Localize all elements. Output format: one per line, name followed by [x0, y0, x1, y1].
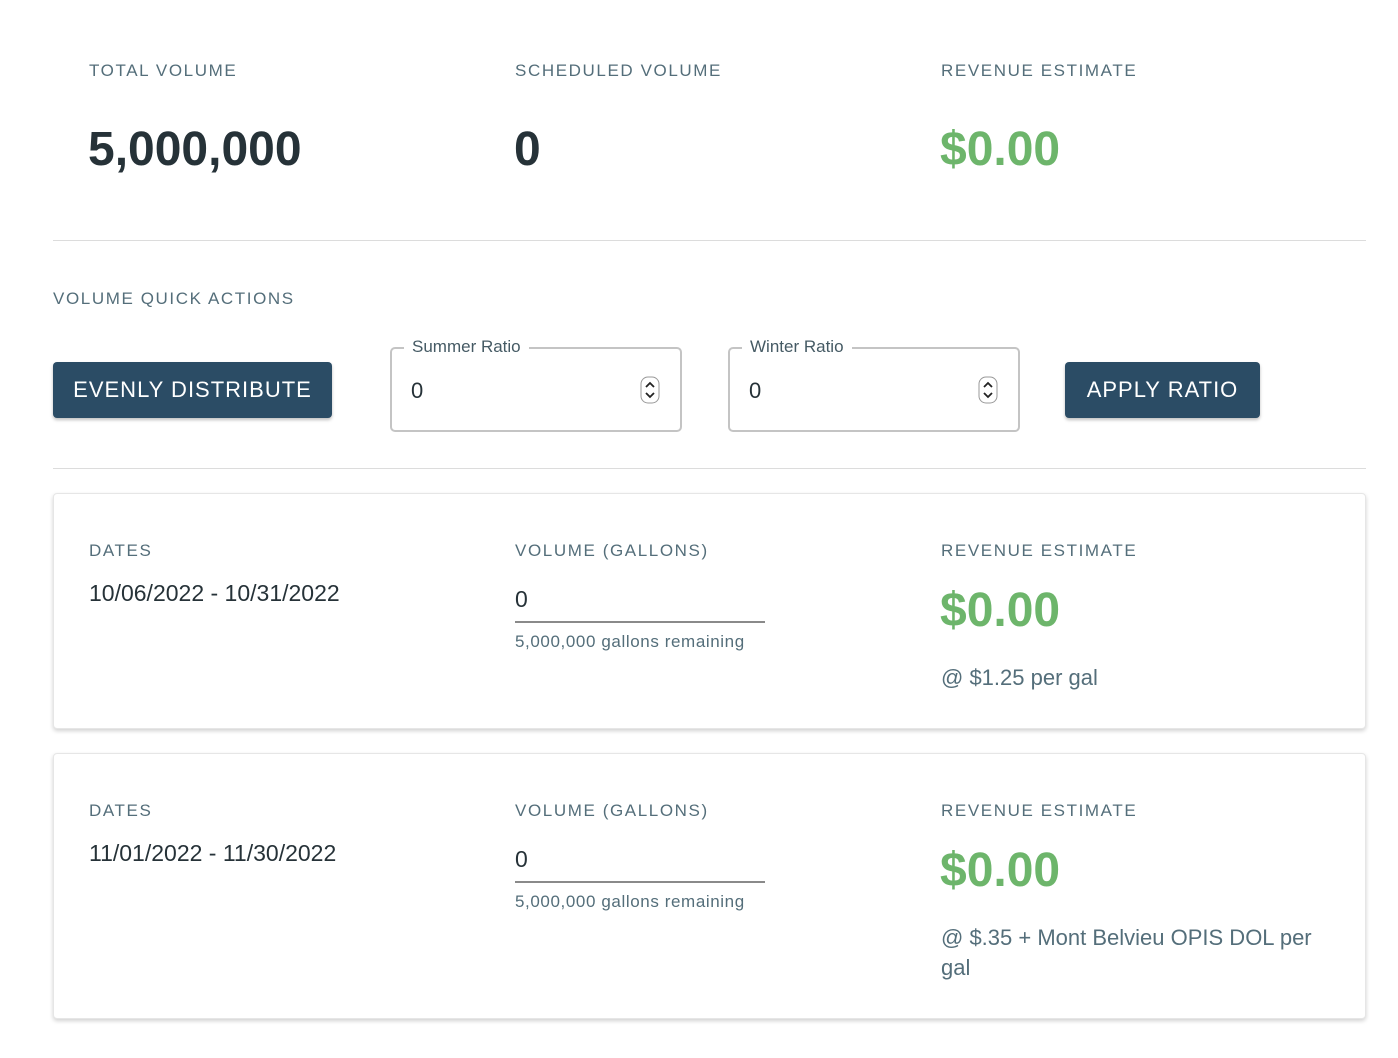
- input-underline: [515, 621, 765, 623]
- spinner[interactable]: [978, 376, 998, 404]
- summary-label: SCHEDULED VOLUME: [515, 61, 722, 80]
- apply-button[interactable]: APPLY RATIO: [1065, 362, 1260, 418]
- remaining: 5,000,000 gallons remaining: [515, 892, 745, 911]
- revenue-label: REVENUE ESTIMATE: [941, 801, 1138, 820]
- spinner[interactable]: [640, 376, 660, 404]
- period-card: DATES 11/01/2022 - 11/30/2022 VOLUME (GA…: [53, 753, 1366, 1019]
- summary-label: TOTAL VOLUME: [89, 61, 238, 80]
- summary-label: REVENUE ESTIMATE: [941, 61, 1138, 80]
- input-underline: [515, 881, 765, 883]
- revenue: $0.00: [940, 584, 1061, 637]
- volume-label: VOLUME (GALLONS): [515, 801, 709, 820]
- field-label: Summer Ratio: [404, 337, 529, 357]
- remaining: 5,000,000 gallons remaining: [515, 632, 745, 651]
- dates-label: DATES: [89, 801, 153, 820]
- section-title: VOLUME QUICK ACTIONS: [53, 289, 295, 308]
- summary-value: 0: [514, 123, 541, 176]
- summary-value: $0.00: [940, 123, 1061, 176]
- volume-input[interactable]: 0: [515, 586, 528, 612]
- divider: [53, 240, 1366, 241]
- field-value: 0: [411, 378, 424, 403]
- revenue-label: REVENUE ESTIMATE: [941, 541, 1138, 560]
- dates: 11/01/2022 - 11/30/2022: [89, 840, 337, 866]
- dates-label: DATES: [89, 541, 153, 560]
- volume-input[interactable]: 0: [515, 846, 528, 872]
- revenue: $0.00: [940, 844, 1061, 897]
- rate: @ $.35 + Mont Belvieu OPIS DOL per gal: [941, 925, 1312, 980]
- summary-value: 5,000,000: [88, 123, 302, 176]
- dates: 10/06/2022 - 10/31/2022: [89, 580, 340, 606]
- volume-label: VOLUME (GALLONS): [515, 541, 709, 560]
- field-label: Winter Ratio: [742, 337, 852, 357]
- summer-field[interactable]: Summer Ratio 0: [390, 337, 682, 432]
- rate: @ $1.25 per gal: [941, 665, 1098, 690]
- field-value: 0: [749, 378, 762, 403]
- winter-field[interactable]: Winter Ratio 0: [728, 337, 1020, 432]
- evenly-button[interactable]: EVENLY DISTRIBUTE: [53, 362, 332, 418]
- period-card: DATES 10/06/2022 - 10/31/2022 VOLUME (GA…: [53, 493, 1366, 729]
- divider: [53, 468, 1366, 469]
